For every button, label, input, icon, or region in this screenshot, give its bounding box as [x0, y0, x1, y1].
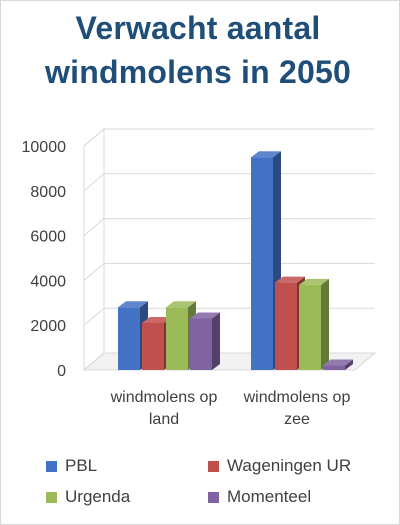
legend-label-urgenda: Urgenda — [65, 487, 131, 506]
y-tick-label: 0 — [57, 363, 66, 380]
legend-label-pbl: PBL — [65, 456, 98, 475]
bar-top — [190, 312, 220, 319]
bar-side — [212, 312, 220, 370]
legend-swatch-urgenda — [46, 491, 57, 503]
gridline — [83, 128, 375, 147]
x-category-label: windmolens op — [110, 389, 218, 406]
bar-front — [299, 284, 321, 370]
bar-top — [166, 301, 196, 308]
bar-top — [251, 151, 281, 158]
legend-swatch-wageningen — [208, 460, 219, 472]
legend-item-momenteel: Momenteel — [208, 487, 311, 507]
y-tick-label: 10000 — [22, 139, 67, 156]
x-category-label: land — [149, 411, 179, 428]
legend-swatch-momenteel — [208, 491, 219, 503]
bar-front — [190, 318, 212, 370]
legend-item-wageningen: Wageningen UR — [208, 456, 351, 476]
bar-top — [299, 278, 329, 285]
bar-front — [166, 307, 188, 370]
gridline — [83, 218, 375, 236]
y-tick-label: 4000 — [30, 273, 66, 290]
bar-urgenda-1 — [299, 278, 329, 370]
bar-top — [275, 276, 305, 283]
side-wall — [83, 127, 105, 372]
bar-side — [345, 359, 353, 370]
x-category-label: windmolens op — [243, 389, 351, 406]
bar-front — [118, 307, 140, 370]
bar-momenteel-1 — [323, 359, 353, 370]
bar-top — [118, 301, 148, 308]
legend-item-pbl: PBL — [46, 456, 97, 476]
bar-top — [142, 316, 172, 323]
bar-front — [142, 322, 164, 370]
x-category-label: zee — [284, 411, 310, 428]
bar-front — [323, 365, 345, 370]
legend-item-urgenda: Urgenda — [46, 487, 130, 507]
gridline — [83, 173, 375, 192]
bar-front — [251, 157, 273, 370]
bar-momenteel-0 — [190, 312, 220, 370]
gridline — [83, 262, 375, 281]
y-tick-label: 8000 — [30, 184, 66, 201]
bar-side — [321, 278, 329, 370]
y-tick-label: 6000 — [30, 229, 66, 246]
chart-title: Verwacht aantal windmolens in 2050 — [45, 10, 351, 90]
legend-label-wageningen: Wageningen UR — [227, 456, 352, 475]
bar-front — [275, 282, 297, 370]
y-tick-label: 2000 — [30, 318, 66, 335]
legend-swatch-pbl — [46, 460, 57, 472]
bar-top — [323, 359, 353, 366]
legend-label-momenteel: Momenteel — [227, 487, 312, 506]
